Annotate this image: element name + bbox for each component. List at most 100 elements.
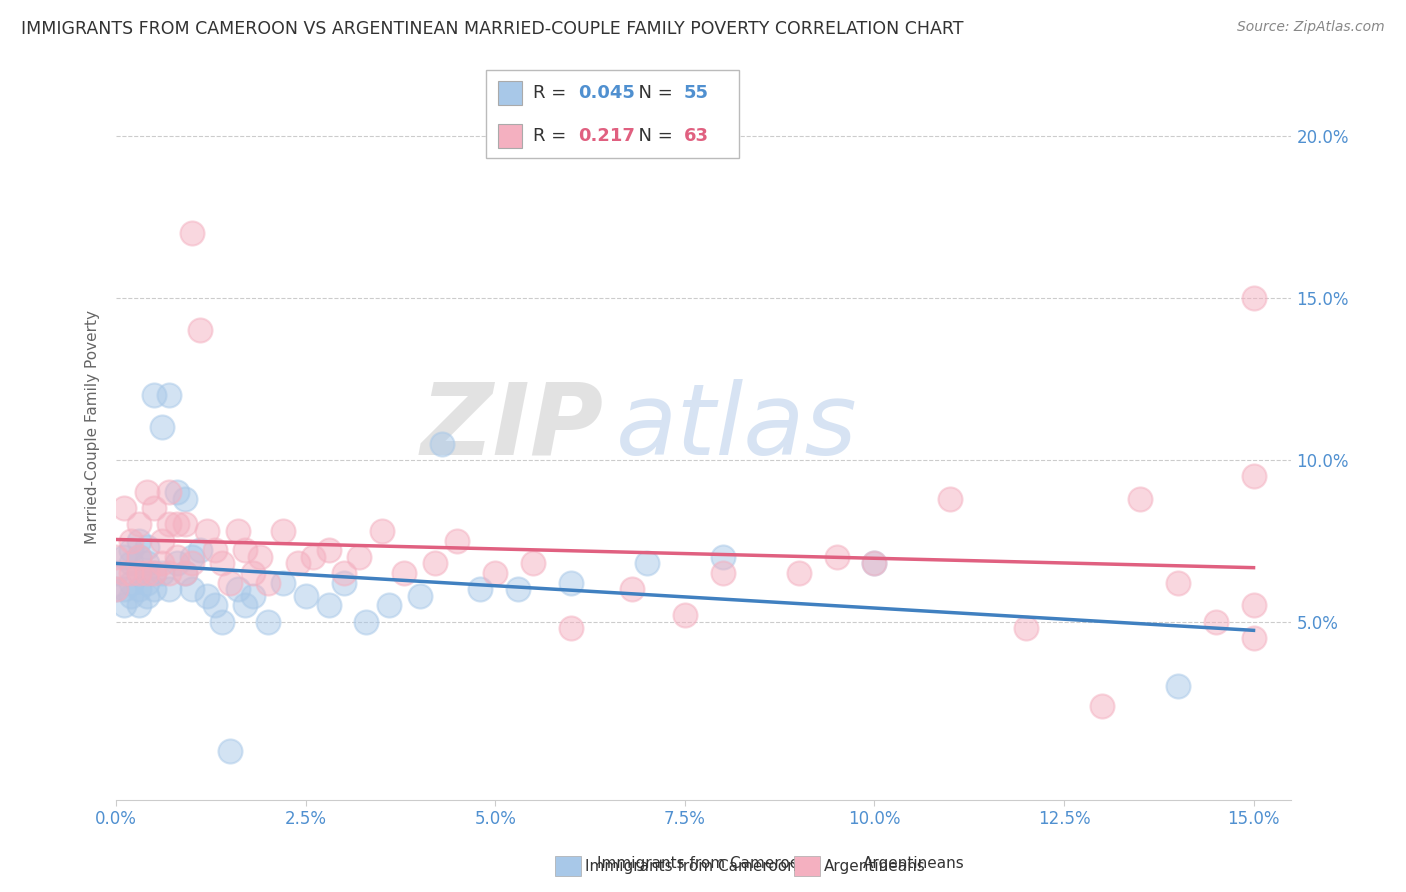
Text: 0.045: 0.045 [578,84,636,102]
Text: R =: R = [533,84,572,102]
Text: Argentineans: Argentineans [824,859,925,873]
Point [105,582,128,596]
Point [128,566,150,580]
Point [242,566,264,580]
Point [636,556,658,570]
Point [1167,679,1189,693]
Point [181,582,204,596]
Point [112,501,135,516]
Point [673,608,696,623]
Point [787,566,810,580]
Point [181,226,204,240]
Point [1243,631,1265,645]
Point [120,589,142,603]
Point [120,556,142,570]
Point [287,556,309,570]
Text: Argentineans: Argentineans [863,856,965,871]
Point [939,491,962,506]
Point [711,549,734,564]
Point [825,549,848,564]
Point [863,556,886,570]
Point [112,599,135,613]
Point [506,582,529,596]
Y-axis label: Married-Couple Family Poverty: Married-Couple Family Poverty [86,310,100,544]
Point [128,566,150,580]
Point [332,575,354,590]
Point [166,485,188,500]
Point [1129,491,1152,506]
Point [302,549,325,564]
Point [1015,621,1038,635]
Text: ZIP: ZIP [420,379,605,475]
Point [863,556,886,570]
Point [408,589,430,603]
Point [620,582,643,596]
Point [332,566,354,580]
Point [271,575,294,590]
Point [157,388,180,402]
Point [181,549,204,564]
Point [211,615,233,629]
Point [188,543,211,558]
Text: IMMIGRANTS FROM CAMEROON VS ARGENTINEAN MARRIED-COUPLE FAMILY POVERTY CORRELATIO: IMMIGRANTS FROM CAMEROON VS ARGENTINEAN … [21,20,963,37]
Point [711,566,734,580]
Text: R =: R = [533,128,572,145]
Point [112,582,135,596]
Point [143,582,166,596]
Point [112,549,135,564]
Point [470,582,492,596]
Point [195,524,218,538]
Text: Immigrants from Cameroon: Immigrants from Cameroon [585,859,797,873]
Point [143,566,166,580]
Point [1243,599,1265,613]
Point [295,589,318,603]
Point [143,388,166,402]
Point [219,575,242,590]
Point [150,556,173,570]
Point [128,533,150,548]
Point [128,582,150,596]
FancyBboxPatch shape [498,81,522,105]
Point [105,549,128,564]
Point [128,599,150,613]
Point [120,543,142,558]
Point [173,566,195,580]
Text: N =: N = [627,84,679,102]
Point [1243,468,1265,483]
FancyBboxPatch shape [486,70,740,158]
Point [211,556,233,570]
Point [128,549,150,564]
Point [143,566,166,580]
Point [135,540,157,554]
Text: 0.217: 0.217 [578,128,636,145]
Point [157,517,180,532]
Point [166,556,188,570]
Point [120,575,142,590]
Point [105,566,128,580]
Point [522,556,544,570]
Point [128,517,150,532]
Point [242,589,264,603]
Point [135,575,157,590]
Text: Source: ZipAtlas.com: Source: ZipAtlas.com [1237,20,1385,34]
Point [157,485,180,500]
Point [181,556,204,570]
Point [356,615,378,629]
Point [347,549,370,564]
Point [166,517,188,532]
Point [135,589,157,603]
Point [226,524,249,538]
Point [112,566,135,580]
Point [249,549,271,564]
Point [484,566,506,580]
Point [135,566,157,580]
Point [128,549,150,564]
Point [1167,575,1189,590]
Point [560,575,582,590]
Point [432,436,454,450]
Point [1205,615,1227,629]
Point [150,533,173,548]
Point [370,524,392,538]
Point [105,582,128,596]
Point [143,501,166,516]
